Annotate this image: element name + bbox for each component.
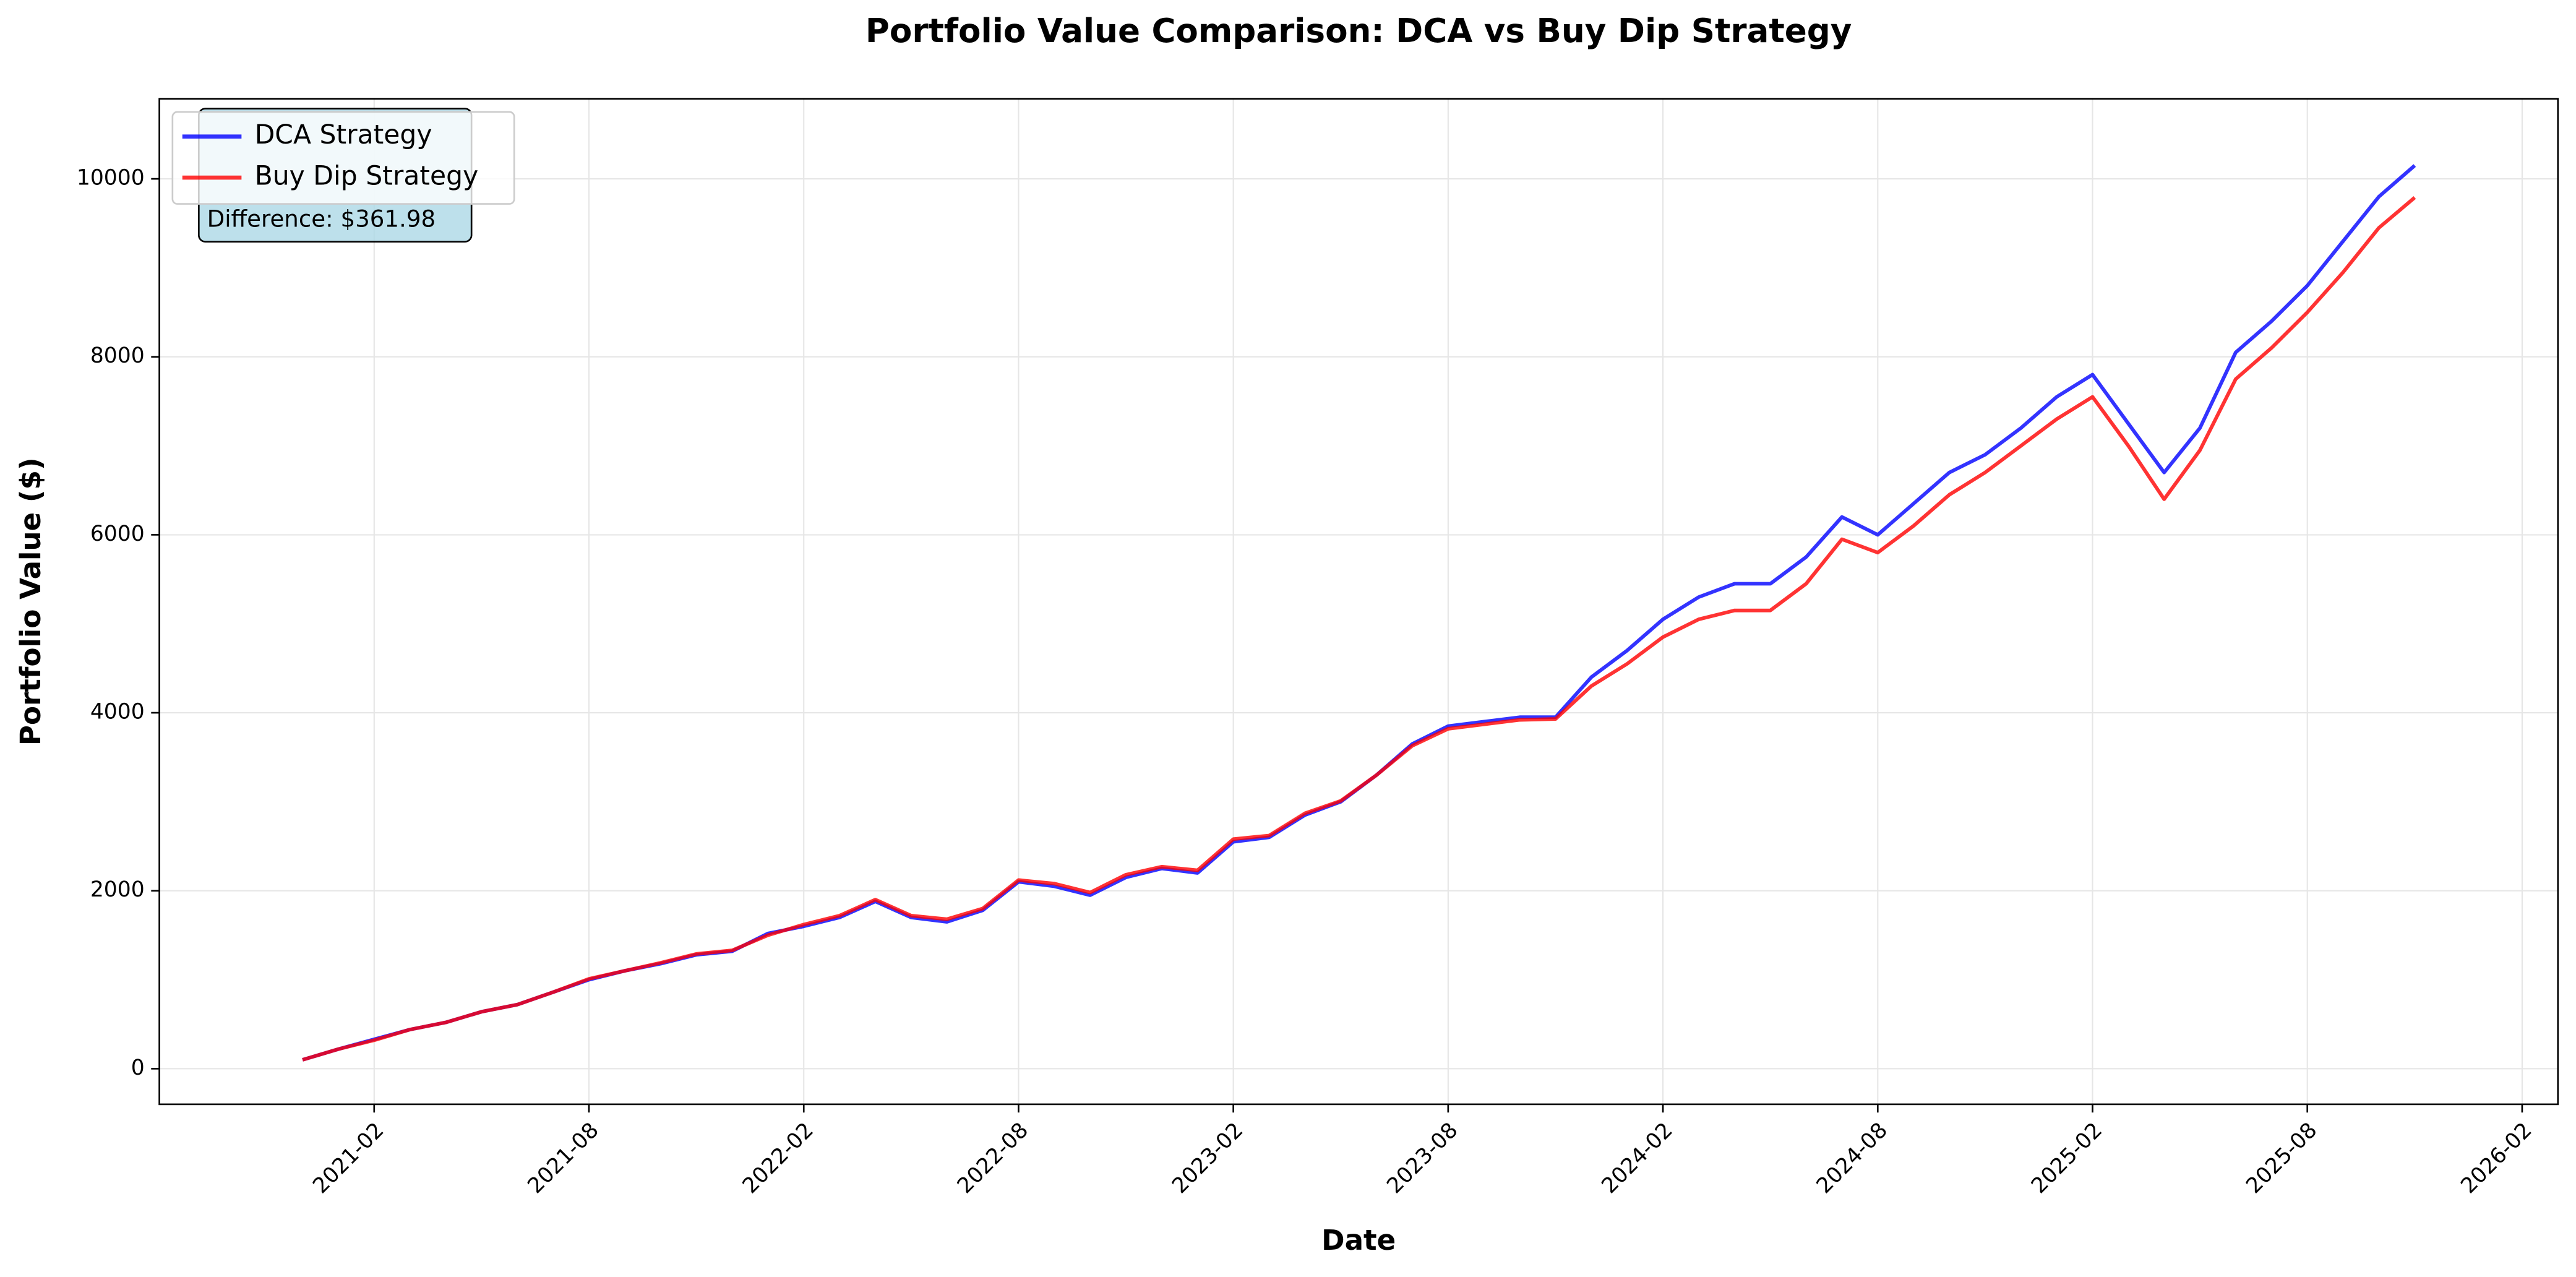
legend: DCA Strategy Buy Dip Strategy — [171, 111, 515, 205]
legend-box — [171, 111, 515, 205]
y-tick-label: 0 — [131, 1056, 145, 1080]
data-line — [302, 196, 2416, 1062]
chart-title: Portfolio Value Comparison: DCA vs Buy D… — [865, 12, 1852, 50]
y-tick-label: 6000 — [90, 522, 145, 546]
y-tick-label: 2000 — [90, 877, 145, 902]
y-tick-label: 8000 — [90, 343, 145, 368]
annotation-text: Difference: $361.98 — [207, 205, 436, 233]
x-axis-label: Date — [1321, 1224, 1396, 1257]
legend-label: Buy Dip Strategy — [255, 161, 479, 192]
lines-layer — [302, 164, 2416, 1062]
y-tick-label: 10000 — [77, 166, 145, 191]
y-tick-label: 4000 — [90, 700, 145, 724]
y-axis-label: Portfolio Value ($) — [14, 457, 47, 746]
plot-frame — [158, 98, 2559, 1106]
legend-label: DCA Strategy — [255, 120, 432, 150]
grid-layer — [159, 98, 2558, 1104]
